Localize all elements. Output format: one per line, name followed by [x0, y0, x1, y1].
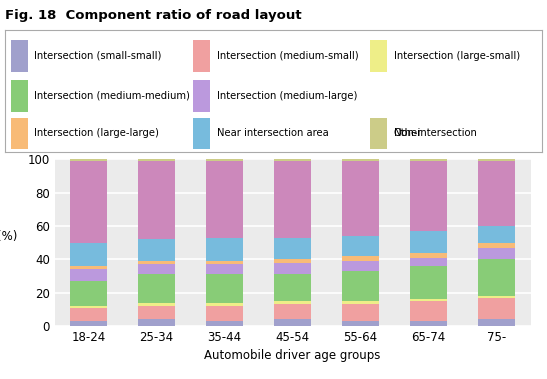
Bar: [342, 159, 379, 161]
Bar: [342, 301, 379, 304]
Bar: [478, 298, 515, 319]
Bar: [478, 161, 515, 226]
Bar: [274, 301, 311, 304]
Bar: [193, 80, 210, 111]
Bar: [342, 236, 379, 256]
Bar: [410, 321, 447, 326]
Bar: [274, 159, 311, 161]
Text: Intersection (large-small): Intersection (large-small): [394, 51, 520, 61]
Bar: [11, 40, 28, 72]
Bar: [206, 264, 243, 274]
Text: Intersection (medium-large): Intersection (medium-large): [217, 91, 357, 101]
Text: Intersection (small-small): Intersection (small-small): [34, 51, 162, 61]
Bar: [138, 161, 176, 239]
Bar: [70, 269, 107, 281]
Bar: [70, 306, 107, 308]
Bar: [410, 266, 447, 299]
Bar: [206, 261, 243, 264]
X-axis label: Automobile driver age groups: Automobile driver age groups: [205, 349, 381, 362]
Bar: [138, 159, 176, 161]
Bar: [206, 302, 243, 306]
Bar: [478, 259, 515, 296]
Bar: [410, 252, 447, 258]
Bar: [410, 161, 447, 231]
Text: Other: Other: [394, 128, 422, 138]
Bar: [193, 117, 210, 149]
Bar: [274, 319, 311, 326]
Bar: [342, 161, 379, 236]
Bar: [70, 161, 107, 243]
Text: Non-intersection: Non-intersection: [394, 128, 476, 138]
Bar: [478, 296, 515, 298]
Bar: [70, 308, 107, 321]
Bar: [206, 321, 243, 326]
Bar: [206, 306, 243, 321]
Bar: [138, 306, 176, 319]
Bar: [342, 256, 379, 261]
Text: Intersection (medium-small): Intersection (medium-small): [217, 51, 358, 61]
Bar: [478, 243, 515, 247]
Bar: [11, 117, 28, 149]
Bar: [193, 40, 210, 72]
Bar: [138, 319, 176, 326]
Y-axis label: (%): (%): [0, 230, 18, 243]
Bar: [138, 302, 176, 306]
Bar: [206, 274, 243, 302]
Bar: [478, 159, 515, 161]
Bar: [274, 238, 311, 259]
Text: Fig. 18  Component ratio of road layout: Fig. 18 Component ratio of road layout: [5, 9, 302, 22]
Bar: [370, 117, 387, 149]
Bar: [206, 238, 243, 261]
Bar: [274, 263, 311, 274]
Bar: [70, 243, 107, 266]
Bar: [342, 271, 379, 301]
Bar: [410, 231, 447, 252]
Bar: [478, 247, 515, 259]
Bar: [206, 159, 243, 161]
Bar: [370, 117, 387, 149]
Bar: [274, 259, 311, 263]
Bar: [478, 319, 515, 326]
Bar: [70, 321, 107, 326]
Bar: [370, 40, 387, 72]
Bar: [70, 281, 107, 306]
Bar: [206, 161, 243, 238]
Bar: [138, 261, 176, 264]
Bar: [410, 301, 447, 321]
Bar: [410, 159, 447, 161]
Bar: [70, 266, 107, 269]
Bar: [274, 274, 311, 301]
Bar: [478, 226, 515, 243]
Bar: [138, 239, 176, 261]
Bar: [138, 274, 176, 302]
Bar: [70, 159, 107, 161]
Text: Near intersection area: Near intersection area: [217, 128, 328, 138]
Bar: [342, 321, 379, 326]
Bar: [342, 261, 379, 271]
Text: Intersection (large-large): Intersection (large-large): [34, 128, 159, 138]
Bar: [11, 80, 28, 111]
Bar: [138, 264, 176, 274]
Text: Intersection (medium-medium): Intersection (medium-medium): [34, 91, 190, 101]
Bar: [342, 304, 379, 321]
Bar: [274, 161, 311, 238]
Bar: [410, 299, 447, 301]
Bar: [410, 258, 447, 266]
Bar: [274, 304, 311, 319]
